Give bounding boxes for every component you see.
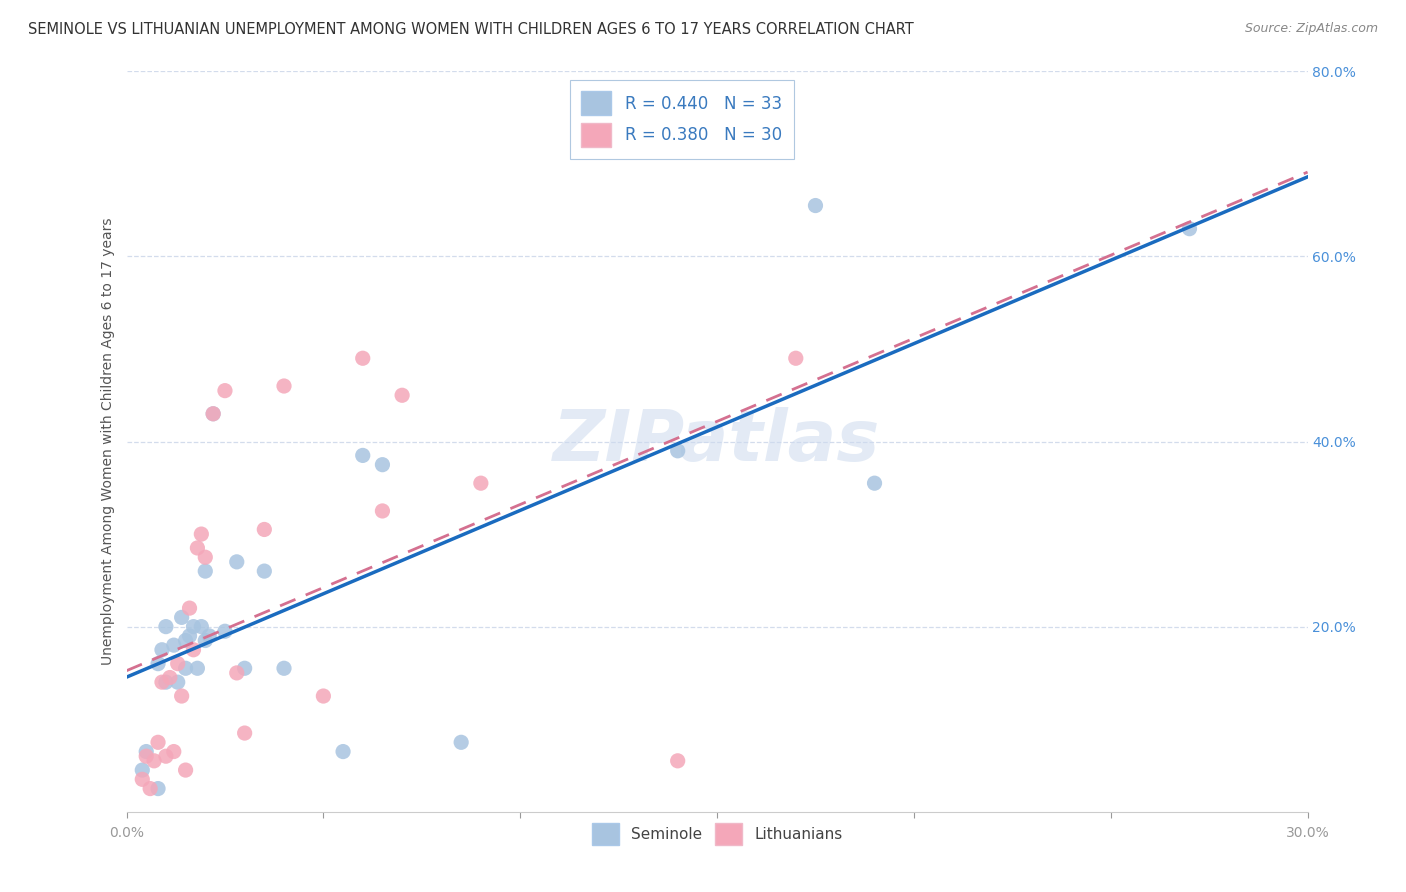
Point bbox=[190, 619, 212, 633]
Point bbox=[352, 351, 374, 366]
Point bbox=[202, 407, 225, 421]
Point bbox=[233, 726, 256, 740]
Point bbox=[1178, 221, 1201, 235]
Point bbox=[214, 384, 236, 398]
Text: SEMINOLE VS LITHUANIAN UNEMPLOYMENT AMONG WOMEN WITH CHILDREN AGES 6 TO 17 YEARS: SEMINOLE VS LITHUANIAN UNEMPLOYMENT AMON… bbox=[28, 22, 914, 37]
Point bbox=[183, 642, 205, 657]
Y-axis label: Unemployment Among Women with Children Ages 6 to 17 years: Unemployment Among Women with Children A… bbox=[101, 218, 115, 665]
Legend: Seminole, Lithuanians: Seminole, Lithuanians bbox=[583, 815, 851, 852]
Point bbox=[233, 661, 256, 675]
Point bbox=[174, 661, 197, 675]
Point bbox=[225, 555, 247, 569]
Point bbox=[179, 629, 201, 643]
Point bbox=[170, 689, 193, 703]
Point bbox=[214, 624, 236, 639]
Point bbox=[253, 564, 276, 578]
Point bbox=[166, 675, 188, 690]
Point bbox=[198, 629, 221, 643]
Point bbox=[163, 745, 186, 759]
Point bbox=[146, 735, 169, 749]
Point bbox=[225, 665, 247, 680]
Point bbox=[179, 601, 201, 615]
Point bbox=[166, 657, 188, 671]
Point bbox=[190, 527, 212, 541]
Point bbox=[202, 407, 225, 421]
Point bbox=[186, 661, 208, 675]
Point bbox=[332, 745, 354, 759]
Point bbox=[863, 476, 886, 491]
Point bbox=[352, 449, 374, 463]
Point bbox=[135, 749, 157, 764]
Text: ZIPatlas: ZIPatlas bbox=[554, 407, 880, 476]
Point bbox=[371, 458, 394, 472]
Point bbox=[194, 550, 217, 565]
Point bbox=[312, 689, 335, 703]
Point bbox=[666, 754, 689, 768]
Point bbox=[139, 781, 162, 796]
Point bbox=[174, 633, 197, 648]
Point bbox=[183, 619, 205, 633]
Point bbox=[253, 523, 276, 537]
Point bbox=[155, 619, 177, 633]
Point bbox=[273, 661, 295, 675]
Point bbox=[155, 675, 177, 690]
Point bbox=[273, 379, 295, 393]
Point bbox=[470, 476, 492, 491]
Point bbox=[186, 541, 208, 555]
Point bbox=[143, 754, 166, 768]
Point bbox=[174, 763, 197, 777]
Point bbox=[131, 772, 153, 787]
Point bbox=[146, 657, 169, 671]
Point bbox=[146, 781, 169, 796]
Point bbox=[159, 671, 181, 685]
Point bbox=[170, 610, 193, 624]
Point bbox=[194, 564, 217, 578]
Point bbox=[150, 642, 173, 657]
Text: Source: ZipAtlas.com: Source: ZipAtlas.com bbox=[1244, 22, 1378, 36]
Point bbox=[135, 745, 157, 759]
Point bbox=[131, 763, 153, 777]
Point bbox=[163, 638, 186, 652]
Point bbox=[371, 504, 394, 518]
Point bbox=[155, 749, 177, 764]
Point bbox=[450, 735, 472, 749]
Point bbox=[391, 388, 413, 402]
Point bbox=[785, 351, 807, 366]
Point bbox=[666, 443, 689, 458]
Point bbox=[804, 198, 827, 212]
Point bbox=[194, 633, 217, 648]
Point bbox=[150, 675, 173, 690]
